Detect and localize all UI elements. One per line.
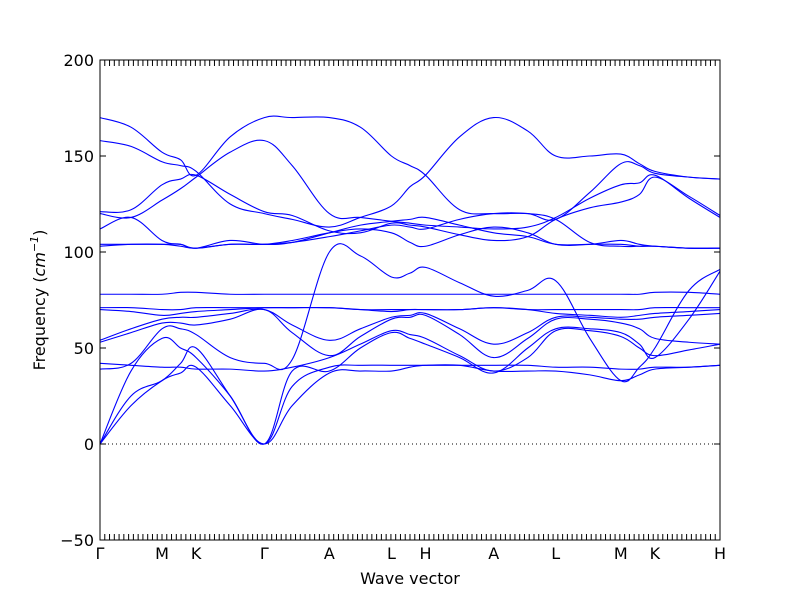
x-tick-label: A [488,544,499,563]
x-tick-label: L [551,544,560,563]
x-tick-label: H [714,544,726,563]
y-tick-label: −50 [60,531,94,550]
phonon-band-6 [99,308,721,359]
phonon-band-5 [99,327,721,372]
phonon-band-3 [99,270,721,445]
y-tick-label: 150 [63,147,94,166]
y-axis-label-exponent: −1 [28,236,41,252]
phonon-band-15 [99,173,721,242]
x-tick-label: H [419,544,431,563]
phonon-band-1 [99,364,721,445]
plot-frame [99,59,721,541]
phonon-band-2 [99,346,721,445]
x-tick-label: M [614,544,628,563]
y-axis-label: Frequency (cm−1) [28,230,49,371]
x-tick-label: L [387,544,396,563]
phonon-band-12 [100,216,721,249]
phonon-band-14 [99,139,721,230]
plot-area [99,59,721,541]
y-tick-label: 200 [63,51,94,70]
phonon-band-4 [99,243,721,383]
x-tick-label: Γ [260,544,269,563]
phonon-band-10 [100,291,721,295]
y-axis: −50 0 50 100 150 200 [60,51,720,550]
phonon-band-9 [99,306,720,311]
x-tick-label: A [324,544,335,563]
x-tick-label: M [155,544,169,563]
x-tick-label: K [650,544,661,563]
y-axis-label-unit: cm [30,252,49,276]
y-axis-label-prefix: Frequency ( [30,276,49,370]
y-tick-label: 0 [84,435,94,454]
x-tick-label: Γ [96,544,105,563]
phonon-band-17 [99,115,721,221]
x-axis-label: Wave vector [360,569,460,588]
y-tick-label: 50 [74,339,94,358]
phonon-band-16 [99,117,721,228]
y-axis-label-suffix: ) [30,230,49,236]
x-tick-label: K [191,544,202,563]
phonon-band-7 [99,308,721,345]
phonon-band-13 [99,216,721,249]
y-tick-label: 100 [63,243,94,262]
